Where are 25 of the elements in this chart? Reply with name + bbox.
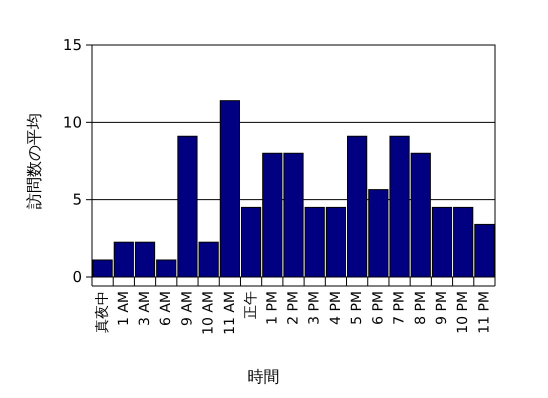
x-tick-label: 9 AM [179, 291, 196, 326]
x-tick-label: 真夜中 [94, 291, 111, 333]
x-tick-label: 1 AM [116, 291, 132, 326]
x-tick-label: 10 AM [200, 291, 217, 335]
x-tick-label: 3 PM [306, 291, 323, 325]
x-tick-label: 6 PM [370, 291, 386, 325]
x-tick-label: 2 PM [286, 291, 302, 325]
x-tick-label: 11 PM [476, 291, 492, 334]
y-tick-label: 5 [72, 190, 82, 209]
y-tick-label: 10 [62, 113, 82, 132]
x-tick-label: 9 PM [434, 291, 450, 325]
x-tick-label: 1 PM [264, 291, 280, 325]
y-axis-title: 訪問数の平均 [24, 113, 44, 209]
x-tick-label: 10 PM [455, 291, 472, 334]
x-tick-label: 正午 [243, 291, 260, 319]
x-tick-label: 11 AM [222, 291, 238, 335]
y-tick-label: 15 [62, 36, 82, 54]
x-tick-label: 3 AM [137, 291, 154, 326]
x-tick-label: 6 AM [158, 291, 174, 326]
x-tick-label: 5 PM [349, 291, 366, 325]
x-tick-label: 8 PM [412, 291, 429, 325]
x-tick-label: 4 PM [328, 291, 344, 325]
y-tick-label: 0 [72, 268, 82, 286]
x-tick-label: 7 PM [392, 291, 408, 325]
x-axis-title: 時間 [248, 367, 280, 386]
